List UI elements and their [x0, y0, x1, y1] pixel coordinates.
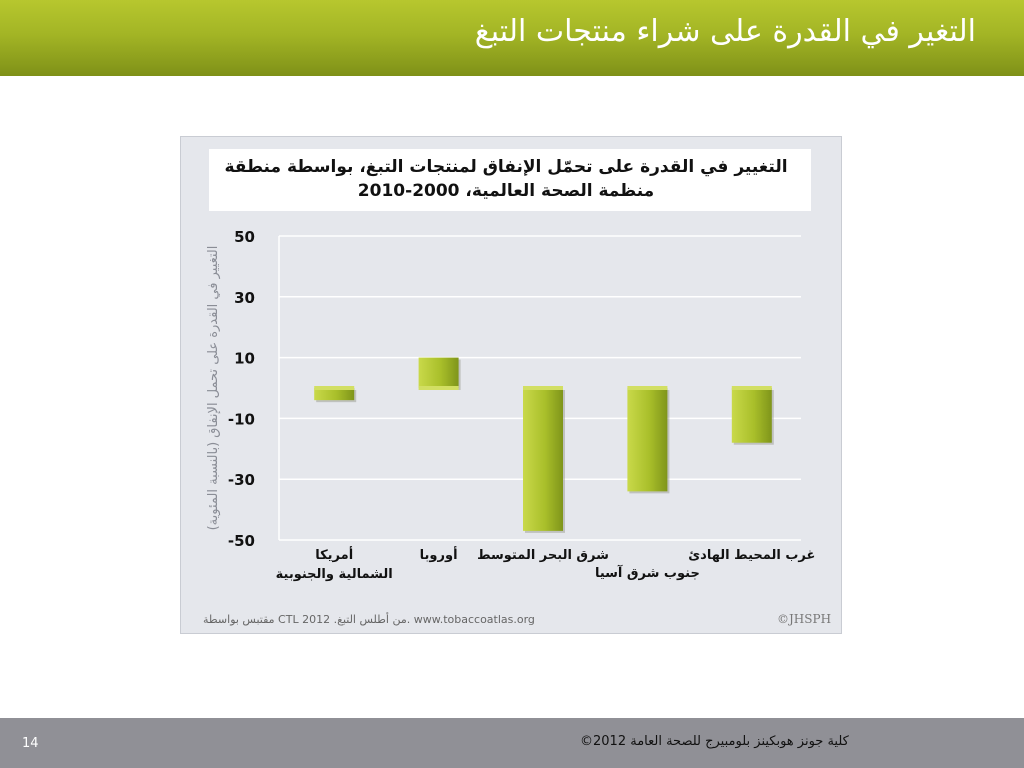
- bar: [523, 388, 563, 531]
- bar: [314, 388, 355, 401]
- bar-cap: [627, 386, 668, 390]
- bar-cap: [731, 386, 772, 390]
- category-label: أمريكا: [315, 546, 353, 563]
- chart-title: التغيير في القدرة على تحمّل الإنفاق لمنت…: [224, 157, 788, 201]
- y-tick-label: -50: [228, 532, 255, 550]
- y-tick-label: -10: [228, 410, 255, 428]
- chart-title-box: التغيير في القدرة على تحمّل الإنفاق لمنت…: [209, 149, 811, 211]
- category-label: غرب المحيط الهادئ: [688, 548, 815, 563]
- bar: [418, 357, 459, 388]
- y-tick-label: 10: [234, 350, 255, 368]
- source-credit: مقتبس بواسطة CTL من أطلس التبغ. 2012. ww…: [203, 613, 535, 626]
- bar-chart: 50 30 10 -10 -30 -50 أمريكا الشمالية والجنوبية…: [206, 228, 815, 582]
- bar: [731, 388, 772, 443]
- y-tick-label: -30: [228, 471, 255, 489]
- jhsph-logo: ©JHSPH: [777, 612, 832, 626]
- bar: [627, 388, 668, 492]
- category-label: جنوب شرق آسيا: [595, 564, 700, 581]
- chart-panel: التغيير في القدرة على تحمّل الإنفاق لمنت…: [180, 136, 842, 634]
- bar-cap: [418, 386, 459, 390]
- slide-header: التغير في القدرة على شراء منتجات التبغ: [0, 0, 1024, 76]
- y-tick-label: 30: [234, 289, 255, 307]
- slide-footer: 14 ©2012 كلية جونز هوبكينز بلومبيرج للصح…: [0, 718, 1024, 768]
- y-axis-title: التغيير في القدرة على تحمل الإنفاق (بالن…: [206, 246, 221, 531]
- y-tick-label: 50: [234, 228, 255, 246]
- bar-cap: [523, 386, 563, 390]
- category-label: الشمالية والجنوبية: [276, 567, 393, 582]
- copyright-notice: ©2012 كلية جونز هوبكينز بلومبيرج للصحة ا…: [580, 734, 849, 749]
- bar-cap: [314, 386, 355, 390]
- category-label: شرق البحر المتوسط: [477, 548, 609, 563]
- slide-title: التغير في القدرة على شراء منتجات التبغ: [474, 14, 976, 49]
- category-label: أوروبا: [420, 546, 458, 563]
- page-number: 14: [22, 736, 39, 751]
